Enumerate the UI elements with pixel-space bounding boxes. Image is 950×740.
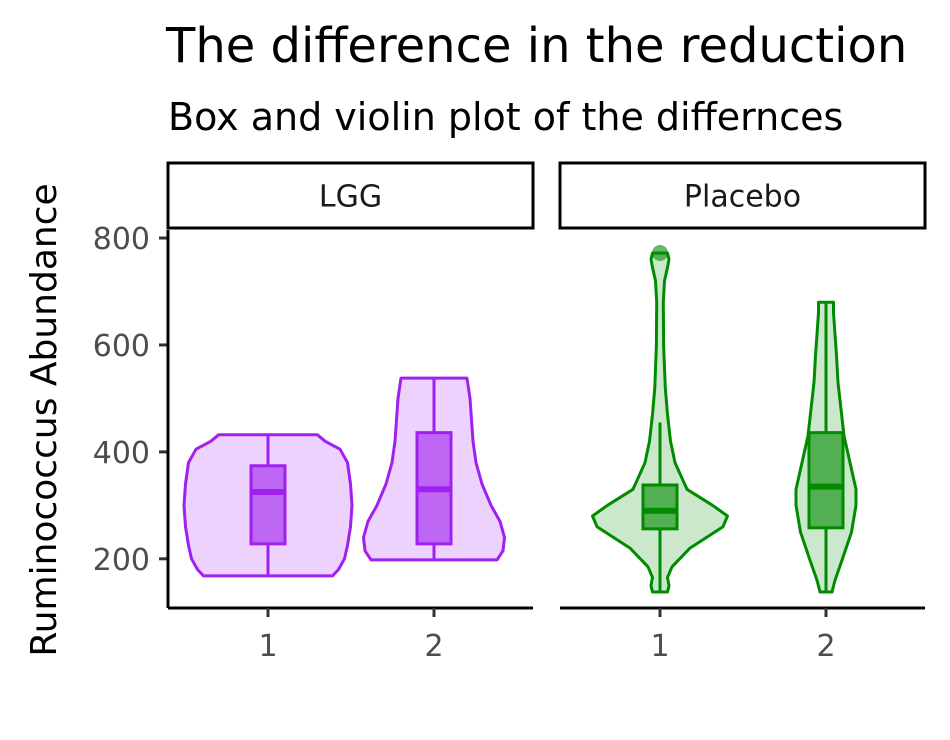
facet-strip — [166, 161, 535, 230]
facet-panel-lgg: LGG 1 2 — [166, 161, 535, 664]
facet-strip — [558, 161, 927, 230]
box — [641, 483, 679, 531]
x-tick-label: 2 — [816, 629, 835, 664]
facet-strip-label: LGG — [319, 180, 382, 215]
x-tick-label: 1 — [258, 629, 277, 664]
y-tick-label: 800 — [93, 222, 150, 257]
x-tick-label: 1 — [650, 629, 669, 664]
box — [807, 431, 845, 530]
y-tick-label: 600 — [93, 329, 150, 364]
chart-title: The difference in the reduction — [165, 18, 907, 74]
plot-layer: 200 400 600 800 LGG 1 2 Placebo 1 2 — [93, 161, 927, 664]
facet-panel-placebo: Placebo 1 2 — [558, 161, 927, 664]
facet-strip-label: Placebo — [684, 180, 801, 215]
box — [249, 464, 287, 546]
x-tick-label: 2 — [424, 629, 443, 664]
y-tick-label: 400 — [93, 436, 150, 471]
y-axis-title: Ruminococcus Abundance — [24, 183, 65, 656]
chart-subtitle: Box and violin plot of the differnces — [168, 95, 843, 139]
y-tick-label: 200 — [93, 543, 150, 578]
outlier-point — [652, 244, 668, 261]
